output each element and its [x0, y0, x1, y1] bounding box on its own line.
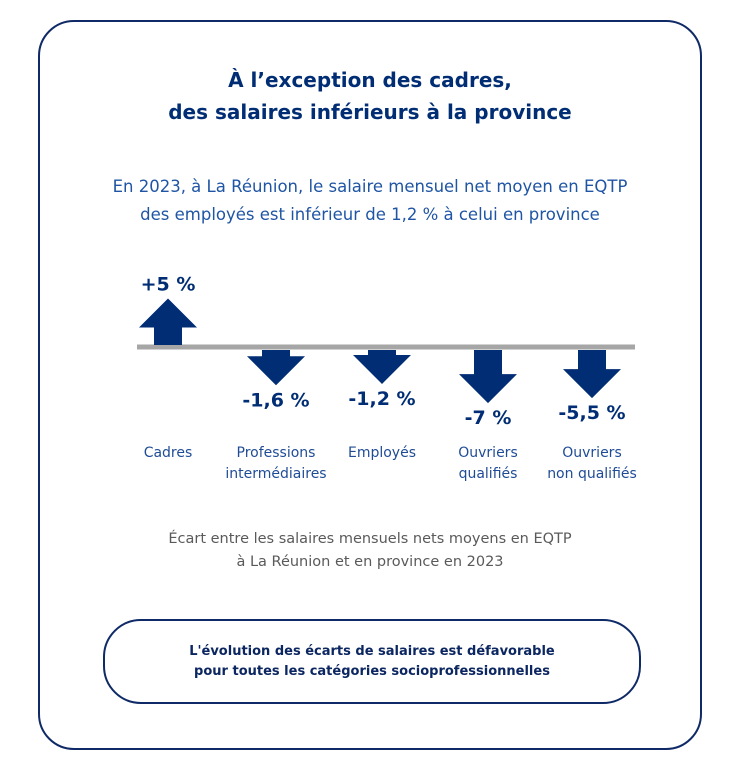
category-label-line-2: qualifiés	[459, 466, 518, 482]
note-line-2: pour toutes les catégories socioprofessi…	[194, 663, 550, 679]
category-label-line-2: non qualifiés	[547, 466, 637, 482]
category-label: Professions	[237, 445, 316, 461]
category-label: Cadres	[144, 445, 193, 461]
arrow-chart: +5 % Cadres -1,6 % Professions intermédiaire…	[137, 274, 637, 482]
value-label: -7 %	[465, 407, 512, 429]
subtitle-line-2: des employés est inférieur de 1,2 % à ce…	[140, 205, 600, 224]
value-label: -1,2 %	[348, 388, 415, 410]
category-label: Ouvriers	[458, 445, 518, 461]
caption-line-1: Écart entre les salaires mensuels nets m…	[168, 531, 572, 547]
down-arrow-icon	[459, 350, 517, 404]
up-arrow-icon	[139, 298, 197, 345]
infographic-card	[38, 20, 702, 750]
chart-caption: Écart entre les salaires mensuels nets m…	[38, 528, 702, 574]
down-arrow-icon	[247, 350, 305, 386]
value-label: -1,6 %	[242, 389, 309, 411]
subtitle-line-1: En 2023, à La Réunion, le salaire mensue…	[112, 177, 628, 196]
caption-line-2: à La Réunion et en province en 2023	[236, 554, 504, 570]
note-line-1: L'évolution des écarts de salaires est d…	[189, 643, 555, 659]
page-title: À l’exception des cadres, des salaires i…	[38, 64, 702, 128]
down-arrow-icon	[353, 350, 411, 384]
category-label: Employés	[348, 445, 416, 461]
value-label: +5 %	[141, 274, 196, 296]
key-message-box: L'évolution des écarts de salaires est d…	[103, 619, 641, 704]
category-label: Ouvriers	[562, 445, 622, 461]
subtitle: En 2023, à La Réunion, le salaire mensue…	[38, 173, 702, 229]
category-label-line-2: intermédiaires	[225, 466, 326, 482]
title-line-1: À l’exception des cadres,	[228, 68, 512, 92]
value-label: -5,5 %	[558, 402, 625, 424]
title-line-2: des salaires inférieurs à la province	[168, 100, 572, 124]
down-arrow-icon	[563, 350, 621, 399]
